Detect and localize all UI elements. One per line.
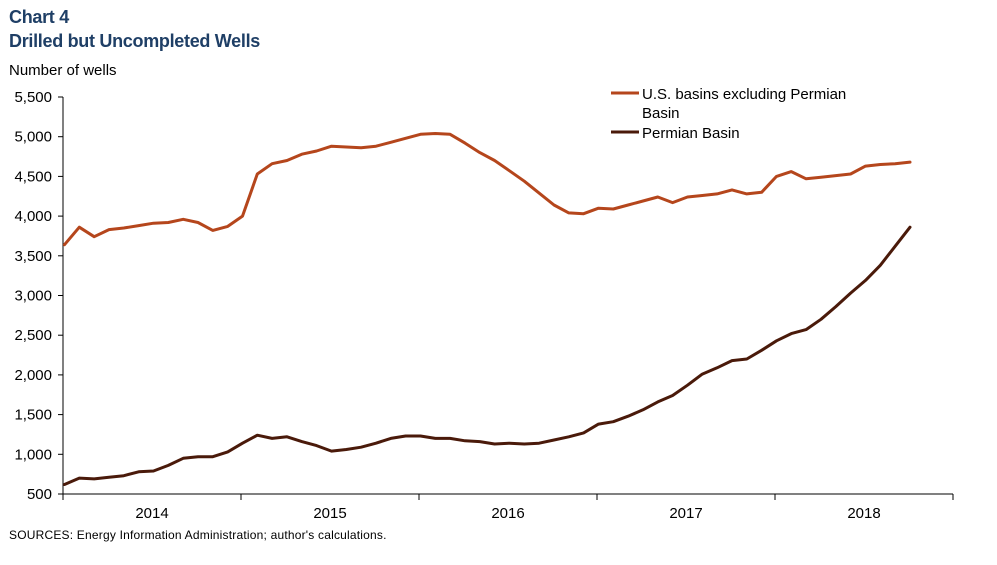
y-tick-label: 3,500 <box>14 248 52 265</box>
y-tick-label: 4,000 <box>14 208 52 225</box>
y-tick-label: 4,500 <box>14 168 52 185</box>
y-tick-label: 3,000 <box>14 288 52 305</box>
y-tick-label: 500 <box>27 486 52 503</box>
legend-label-permian: Permian Basin <box>642 125 740 142</box>
x-tick-label: 2014 <box>135 505 168 522</box>
x-tick-label: 2016 <box>491 505 524 522</box>
source-note: SOURCES: Energy Information Administrati… <box>9 528 387 542</box>
axes: 500 1,000 1,500 2,000 2,500 3,000 3,500 4,000 4,… <box>14 89 954 522</box>
y-tick-label: 2,000 <box>14 367 52 384</box>
x-tick-label: 2018 <box>847 505 880 522</box>
chart-number: Chart 4 <box>9 7 69 27</box>
series-line-permian <box>63 225 912 486</box>
y-tick-label: 1,000 <box>14 446 52 463</box>
series-lines <box>63 132 912 486</box>
legend: U.S. basins excluding Permian Basin Permia… <box>611 86 846 142</box>
legend-label-us-excl-permian: U.S. basins excluding Permian <box>642 86 846 103</box>
y-axis-label: Number of wells <box>9 62 117 79</box>
x-tick-label: 2017 <box>669 505 702 522</box>
y-tick-label: 5,000 <box>14 129 52 146</box>
chart-title: Drilled but Uncompleted Wells <box>9 31 260 51</box>
y-tick-label: 1,500 <box>14 407 52 424</box>
y-tick-label: 2,500 <box>14 327 52 344</box>
x-tick-label: 2015 <box>313 505 346 522</box>
series-line-us-excl-permian <box>63 132 912 247</box>
y-tick-label: 5,500 <box>14 89 52 106</box>
legend-label-us-excl-permian: Basin <box>642 105 680 122</box>
